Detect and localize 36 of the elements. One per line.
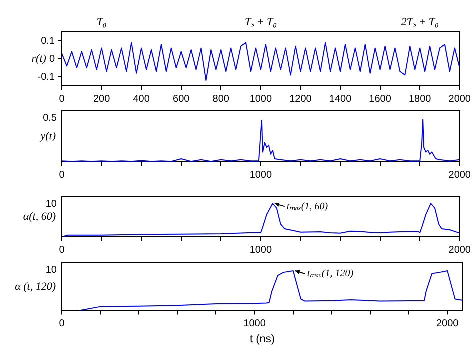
- text: 10: [46, 264, 58, 276]
- annotation: tₘₐₓ(1, 120): [307, 268, 354, 280]
- x-tick-label: 400: [133, 94, 150, 105]
- annotation: tₘₐₓ(1, 60): [286, 201, 329, 212]
- y-axis-title: α (t, 120): [15, 280, 56, 293]
- y-axis-title: α(t, 60): [23, 210, 56, 223]
- text: 0.5: [43, 112, 58, 124]
- x-tick-label: 2000: [448, 170, 472, 181]
- x-tick-label: 2000: [448, 244, 472, 256]
- y-axis-title: r(t): [32, 52, 47, 65]
- x-tick-label: 2000: [448, 94, 472, 105]
- text: 2Tₛ + T₀: [401, 16, 440, 28]
- x-tick-label: 0: [59, 244, 66, 256]
- x-tick-label: 2000: [436, 318, 460, 330]
- x-tick-label: 1200: [290, 94, 312, 105]
- y-tick-label: -0.1: [38, 72, 56, 83]
- x-tick-label: 200: [93, 94, 111, 105]
- y-tick-label: 0: [49, 54, 56, 65]
- x-tick-label: 1000: [244, 318, 266, 330]
- y-axis-title: y(t): [40, 130, 56, 142]
- x-tick-label: 1000: [250, 170, 272, 181]
- x-tick-label: 1400: [329, 94, 352, 105]
- x-tick-label: 600: [173, 94, 190, 105]
- x-axis-title: t (ns): [250, 333, 276, 346]
- x-tick-label: 0: [59, 318, 66, 330]
- x-tick-label: 1600: [369, 94, 392, 105]
- text: Tₛ + T₀: [244, 16, 278, 28]
- x-tick-label: 1000: [250, 94, 272, 105]
- text: 10: [46, 198, 58, 210]
- x-tick-label: 1000: [250, 244, 272, 256]
- x-tick-label: 0: [59, 94, 66, 105]
- y-tick-label: 0.1: [41, 36, 56, 47]
- x-tick-label: 1800: [408, 94, 432, 105]
- x-tick-label: 0: [59, 170, 66, 181]
- text: T₀: [96, 16, 107, 28]
- x-tick-label: 800: [212, 94, 230, 105]
